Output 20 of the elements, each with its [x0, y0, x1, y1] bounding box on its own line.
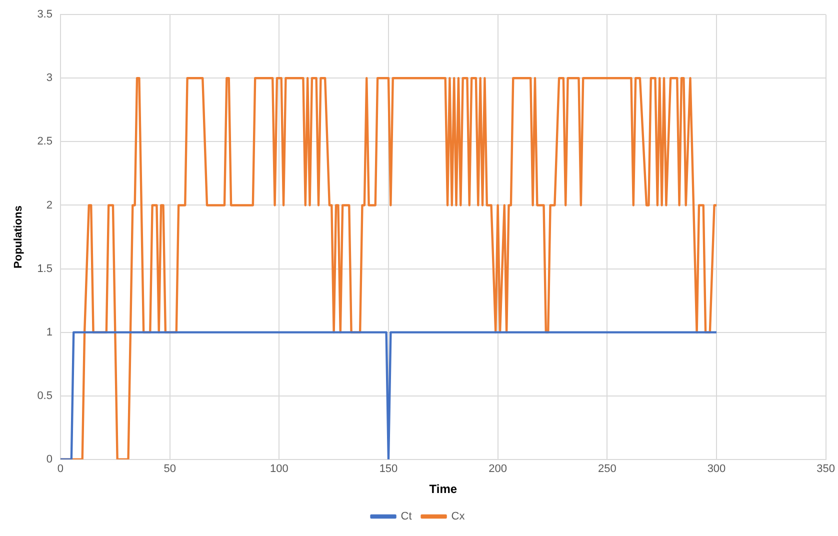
- x-tick-label: 0: [57, 463, 64, 476]
- legend-label: Ct: [400, 510, 412, 523]
- y-tick-label: 3.5: [37, 8, 52, 21]
- x-tick-label: 300: [707, 463, 726, 476]
- x-tick-label: 350: [816, 463, 836, 476]
- y-tick-label: 0.5: [37, 390, 52, 402]
- x-tick-label: 200: [488, 463, 508, 476]
- y-tick-label: 2.5: [37, 136, 52, 148]
- y-tick-label: 3: [46, 72, 52, 84]
- y-tick-label: 0: [46, 453, 52, 466]
- y-tick-label: 2: [46, 199, 52, 212]
- x-tick-label: 250: [598, 463, 616, 476]
- y-tick-label: 1: [46, 326, 52, 338]
- y-axis-title: Populations: [12, 206, 25, 268]
- x-axis-title: Time: [429, 482, 458, 496]
- y-tick-label: 1.5: [37, 262, 52, 275]
- legend-label: Cx: [451, 510, 466, 523]
- x-tick-label: 50: [164, 463, 176, 476]
- x-tick-label: 150: [379, 463, 398, 476]
- x-tick-label: 100: [270, 463, 288, 476]
